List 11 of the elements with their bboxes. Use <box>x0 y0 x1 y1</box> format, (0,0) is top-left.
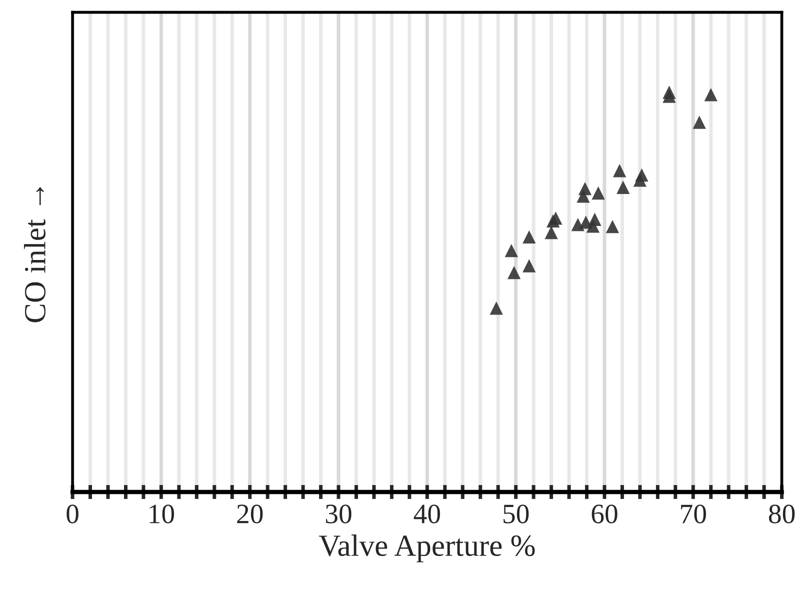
y-axis-title: CO inlet → <box>24 187 46 322</box>
x-tick-label: 10 <box>150 504 174 524</box>
x-tick-label: 0 <box>66 504 78 524</box>
x-tick-label: 30 <box>326 504 352 524</box>
x-tick-label: 50 <box>504 504 529 524</box>
x-tick-label: 40 <box>414 504 440 524</box>
x-tick-label: 60 <box>592 504 618 524</box>
x-axis-title: Valve Aperture % <box>318 534 535 562</box>
x-tick-label: 70 <box>681 504 706 524</box>
x-tick-label: 20 <box>237 504 263 524</box>
x-tick-label: 80 <box>768 504 795 524</box>
